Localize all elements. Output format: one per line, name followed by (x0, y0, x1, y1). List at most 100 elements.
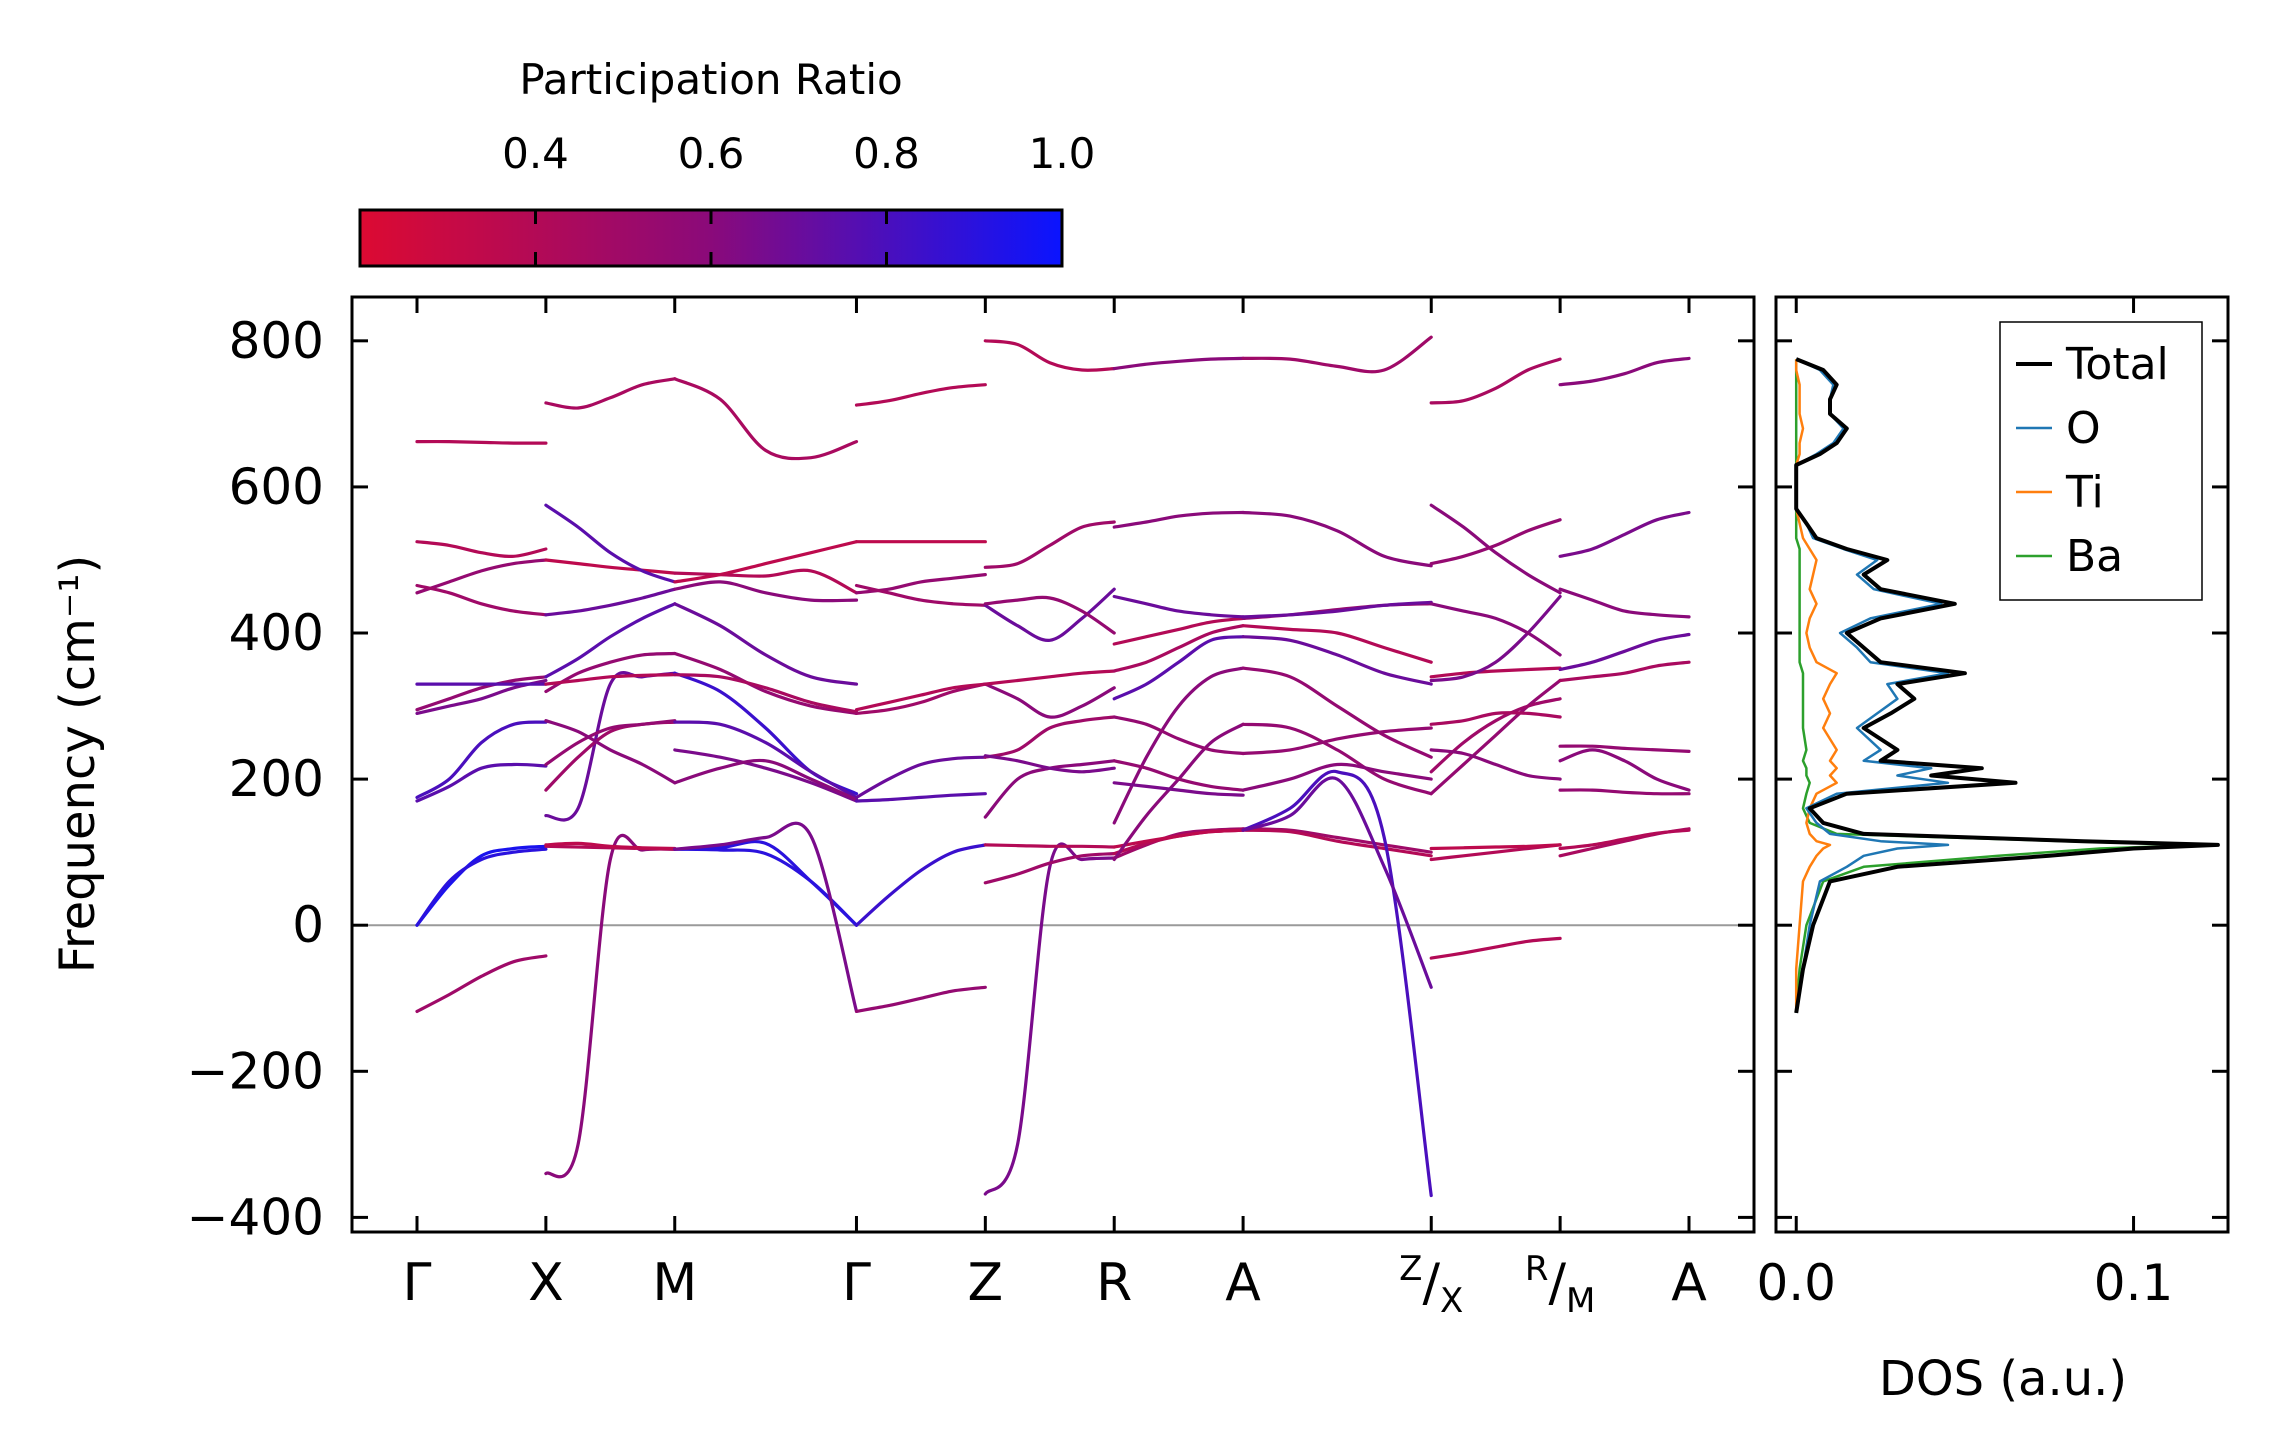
band-line (673, 540, 859, 584)
y-tick-label: −400 (187, 1188, 324, 1246)
segment-A-Z (1241, 335, 1433, 1198)
colorbar-title: Participation Ratio (519, 55, 902, 104)
band-line (544, 651, 677, 694)
band-line (415, 847, 548, 927)
band-line (1112, 759, 1245, 792)
band-line (544, 503, 677, 584)
band-line (983, 339, 1116, 372)
band-line (1112, 624, 1245, 673)
band-lines (352, 335, 1754, 1198)
band-frame (350, 295, 1756, 1234)
band-line (673, 748, 859, 803)
band-line (1558, 748, 1691, 792)
band-line (415, 439, 548, 445)
legend-label: Total (2065, 339, 2169, 390)
segment-X-R (1429, 357, 1562, 960)
segment-Z-R (983, 339, 1116, 1196)
band-line (1112, 594, 1245, 619)
band-line (1241, 776, 1433, 989)
band-line (415, 675, 548, 712)
y-tick-label: 600 (229, 458, 324, 516)
band-line (1558, 356, 1691, 387)
band-line (673, 839, 859, 927)
band-line (1241, 828, 1433, 858)
band-line (1112, 616, 1245, 646)
band-line (544, 671, 677, 822)
band-line (854, 583, 987, 607)
segment-M-A (1558, 356, 1691, 858)
band-line (854, 843, 987, 927)
legend-box (1999, 321, 2203, 601)
y-tick-label: 400 (229, 604, 324, 662)
band-line (415, 720, 548, 799)
band-line (544, 719, 677, 767)
k-point-label: Γ (842, 1253, 871, 1313)
band-line (673, 758, 859, 802)
legend: Total O Ti Ba (1999, 321, 2203, 601)
k-point-label: M (652, 1253, 697, 1313)
band-line (415, 540, 548, 558)
y-tick-label: 200 (229, 750, 324, 808)
band-line (544, 673, 677, 686)
colorbar-tick-label: 0.8 (853, 129, 920, 178)
band-line (1241, 635, 1433, 686)
band-line (1558, 510, 1691, 558)
y-tick-label: −200 (187, 1042, 324, 1100)
band-line (854, 792, 987, 803)
k-point-label: Z/X (1399, 1249, 1463, 1321)
colorbar: Participation Ratio 0.4 0.6 0.8 1.0 (358, 55, 1096, 268)
band-line (1112, 666, 1245, 825)
legend-label: Ba (2066, 531, 2123, 582)
band-line (854, 682, 987, 712)
band-line (854, 383, 987, 407)
band-line (1112, 722, 1245, 862)
band-line (673, 568, 859, 595)
band-line (1429, 843, 1562, 851)
band-line (673, 673, 859, 714)
band-line (544, 602, 677, 679)
y-tick-label: 0 (292, 896, 324, 954)
band-line (544, 587, 677, 617)
band-line (1112, 635, 1245, 701)
band-line (983, 520, 1116, 569)
k-point-label: Γ (403, 1253, 432, 1313)
band-structure-panel: 800 600 400 200 0 −200 −400 Γ X M Γ Z R A Z/X R/M A Freq… (50, 295, 1756, 1321)
legend-label: O (2066, 403, 2101, 454)
band-line (983, 669, 1116, 686)
segment-M-Γ (673, 377, 859, 1013)
band-line (415, 583, 548, 617)
y-axis-label: Frequency (cm⁻¹) (50, 555, 106, 973)
band-line (854, 985, 987, 1013)
band-line (1241, 666, 1433, 759)
band-line (1558, 828, 1691, 851)
band-line (983, 852, 1116, 885)
band-line (1241, 762, 1433, 792)
band-line (1241, 510, 1433, 568)
band-line (544, 841, 677, 851)
band-line (1429, 503, 1562, 595)
band-line (1112, 510, 1245, 529)
segment-R-A (1112, 356, 1245, 862)
segment-X-M (544, 377, 677, 1179)
dos-line-Ti (1794, 359, 1838, 1013)
band-line (673, 377, 859, 461)
x-axis-label-dos: DOS (a.u.) (1879, 1351, 2127, 1407)
colorbar-tick-label: 1.0 (1029, 129, 1096, 178)
band-line (673, 580, 859, 603)
band-line (1112, 781, 1245, 797)
band-line (673, 720, 859, 799)
band-line (1429, 602, 1562, 657)
k-point-label: X (528, 1253, 564, 1313)
band-line (983, 587, 1116, 642)
band-line (983, 842, 1116, 1196)
band-axes: 800 600 400 200 0 −200 −400 Γ X M Γ Z R A Z/X R/M A (187, 297, 1754, 1321)
band-line (1241, 335, 1433, 374)
dos-panel: 0.0 0.1 DOS (a.u.) Total O Ti Ba (1756, 295, 2230, 1407)
band-line (415, 762, 548, 803)
band-line (673, 821, 859, 1013)
legend-label: Ti (2065, 467, 2104, 518)
k-point-label: A (1671, 1253, 1707, 1313)
band-line (1241, 624, 1433, 664)
band-line (1558, 632, 1691, 672)
band-line (1558, 744, 1691, 753)
